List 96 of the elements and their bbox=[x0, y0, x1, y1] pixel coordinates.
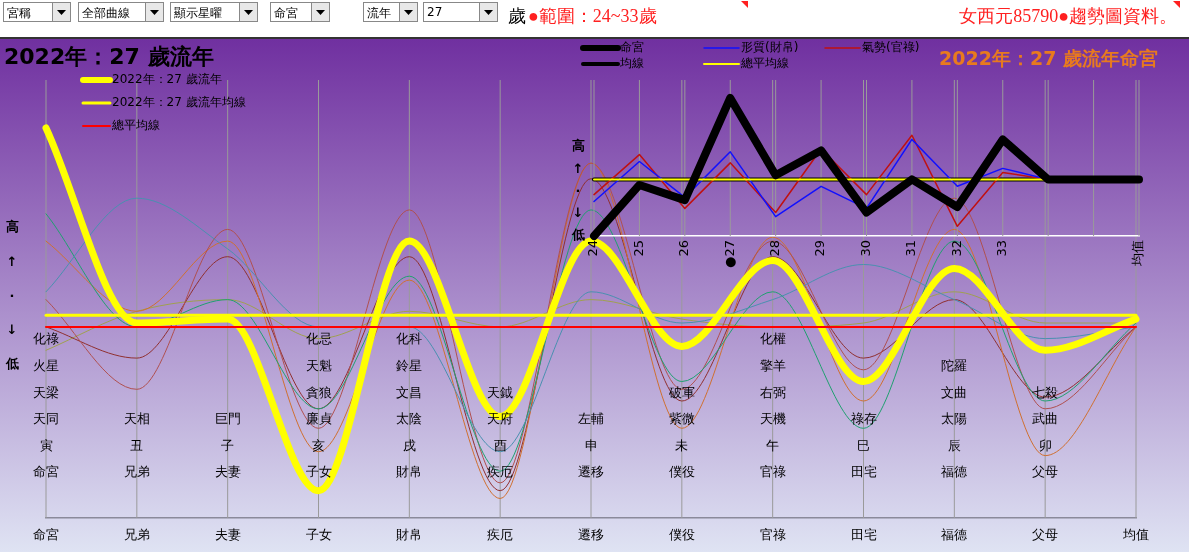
annotation: 父母 bbox=[1032, 464, 1059, 480]
annotation: 化科 bbox=[396, 331, 423, 347]
annotation: 左輔 bbox=[578, 411, 604, 427]
x-tick-label: 財帛 bbox=[396, 527, 423, 543]
annotation: 命宮 bbox=[33, 464, 59, 480]
annotation: 天魁 bbox=[305, 357, 332, 373]
annotation: 天鉞 bbox=[487, 384, 514, 400]
text: 高↑·↓低 bbox=[5, 219, 19, 372]
text: 全部曲線 bbox=[82, 5, 130, 22]
x-tick-label: 福德 bbox=[941, 527, 968, 543]
annotation: 天相 bbox=[123, 411, 150, 427]
annotation: 福德 bbox=[941, 464, 968, 480]
legend-label: 總平均線 bbox=[111, 118, 160, 133]
x-tick-label: 29 bbox=[812, 240, 828, 257]
x-tick-label: 僕役 bbox=[668, 527, 695, 543]
annotation: 太陽 bbox=[941, 411, 968, 427]
x-tick-label: 均值 bbox=[1130, 240, 1146, 267]
x-tick-label: 均值 bbox=[1122, 527, 1149, 543]
x-tick-label: 26 bbox=[676, 240, 692, 257]
annotation: 擎羊 bbox=[759, 357, 786, 373]
legend-label: 命宮 bbox=[620, 40, 644, 55]
annotation: 巨門 bbox=[214, 411, 241, 427]
x-tick-label: 25 bbox=[630, 240, 646, 257]
annotation: 申 bbox=[584, 437, 598, 453]
annotation: 官祿 bbox=[759, 464, 786, 480]
annotation: 貪狼 bbox=[305, 384, 332, 400]
annotation: 亥 bbox=[312, 437, 325, 453]
annotation: 右弼 bbox=[759, 384, 786, 400]
text: 命宮 bbox=[274, 5, 298, 22]
annotation: 鈴星 bbox=[396, 357, 423, 373]
text: 女西元85790●趨勢圖資料。 bbox=[959, 5, 1177, 28]
chart-title: 2022年：27 歲流年命宮 bbox=[939, 46, 1158, 69]
annotation: 酉 bbox=[493, 437, 507, 453]
legend-label: 2022年：27 歲流年均線 bbox=[112, 95, 246, 110]
x-tick-label: 31 bbox=[903, 240, 919, 257]
text: ●範圍：24~33歲 bbox=[528, 5, 657, 28]
annotation: 遷移 bbox=[578, 464, 604, 480]
annotation: 午 bbox=[766, 437, 780, 453]
text: 顯示星曜 bbox=[174, 5, 222, 22]
annotation: 火星 bbox=[33, 357, 59, 373]
legend-label: 2022年：27 歲流年 bbox=[112, 72, 222, 87]
annotation: 化忌 bbox=[305, 331, 332, 347]
annotation: 七殺 bbox=[1032, 384, 1059, 400]
annotation: 戌 bbox=[402, 437, 416, 453]
legend-label: 總平均線 bbox=[740, 56, 789, 71]
annotation: 子 bbox=[221, 437, 235, 453]
annotation: 辰 bbox=[947, 437, 961, 453]
annotation: 陀羅 bbox=[941, 357, 968, 373]
annotation: 未 bbox=[675, 437, 689, 453]
annotation: 寅 bbox=[39, 437, 53, 453]
x-tick-label: 官祿 bbox=[759, 527, 786, 543]
annotation: 夫妻 bbox=[214, 464, 241, 480]
x-tick-label: 子女 bbox=[305, 527, 332, 543]
text: 流年 bbox=[367, 5, 391, 22]
legend-label: 氣勢(官祿) bbox=[862, 40, 920, 55]
annotation: 巳 bbox=[857, 437, 870, 453]
annotation: 僕役 bbox=[668, 464, 695, 480]
annotation: 天梁 bbox=[33, 384, 59, 400]
annotation: 武曲 bbox=[1032, 411, 1059, 427]
x-tick-label: 父母 bbox=[1032, 527, 1059, 543]
annotation: 文昌 bbox=[396, 384, 423, 400]
annotation: 廉貞 bbox=[305, 411, 332, 427]
x-tick-label: 28 bbox=[767, 240, 783, 257]
annotation: 破軍 bbox=[667, 384, 695, 400]
x-tick-label: 疾厄 bbox=[487, 527, 514, 543]
annotation: 財帛 bbox=[396, 464, 423, 480]
annotation: 田宅 bbox=[850, 464, 877, 480]
legend-label: 均線 bbox=[619, 56, 644, 71]
x-tick-label: 30 bbox=[857, 240, 873, 257]
annotation: 紫微 bbox=[668, 411, 695, 427]
x-tick-label: 命宮 bbox=[33, 527, 59, 543]
y-axis-title: 高↑·↓低 bbox=[570, 138, 585, 243]
x-tick-label: 田宅 bbox=[850, 527, 877, 543]
annotation: 祿存 bbox=[850, 411, 877, 427]
annotation: 化祿 bbox=[33, 331, 59, 347]
annotation: 太陰 bbox=[396, 411, 423, 427]
x-tick-label: 24 bbox=[585, 240, 601, 257]
annotation: 卯 bbox=[1038, 437, 1052, 453]
annotation: 化權 bbox=[759, 331, 786, 347]
text: 宮稱 bbox=[7, 5, 31, 22]
annotation: 天機 bbox=[759, 411, 786, 427]
text: 27 bbox=[427, 5, 443, 19]
legend-label: 形質(財帛) bbox=[741, 40, 799, 55]
x-tick-label: ●27 bbox=[721, 240, 737, 268]
x-tick-label: 33 bbox=[994, 240, 1010, 257]
text: 歲 bbox=[508, 5, 526, 28]
annotation: 文曲 bbox=[941, 384, 968, 400]
annotation: 丑 bbox=[130, 437, 144, 453]
x-tick-label: 兄弟 bbox=[123, 527, 150, 543]
annotation: 天同 bbox=[33, 411, 59, 427]
annotation: 兄弟 bbox=[123, 464, 150, 480]
annotation: 疾厄 bbox=[487, 464, 514, 480]
x-tick-label: 32 bbox=[948, 240, 964, 257]
x-tick-label: 遷移 bbox=[578, 527, 604, 543]
x-tick-label: 夫妻 bbox=[214, 527, 241, 543]
chart-title: 2022年：27 歲流年 bbox=[4, 43, 214, 69]
